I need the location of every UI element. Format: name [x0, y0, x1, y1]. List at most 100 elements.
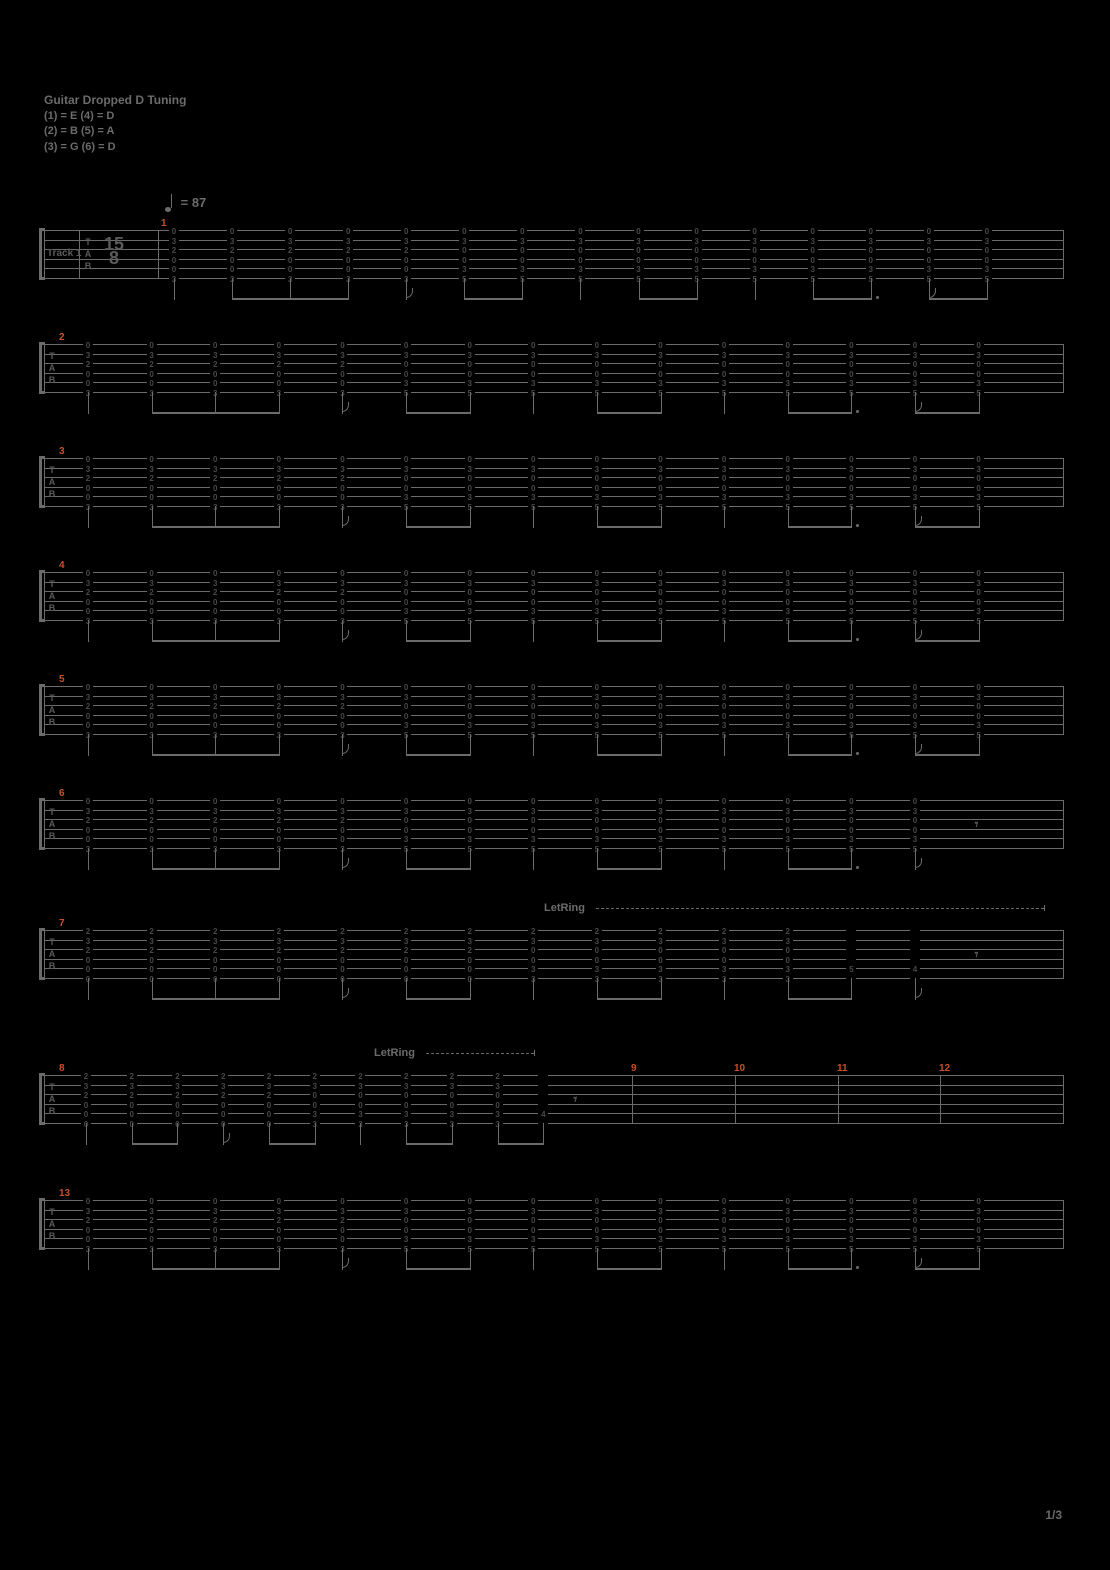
fret-number: 0 — [337, 712, 347, 722]
fret-number: 2 — [465, 927, 475, 937]
fret-number: 3 — [274, 937, 284, 947]
beam — [597, 526, 662, 528]
fret-number: 0 — [465, 702, 475, 712]
tab-clef: TAB — [46, 936, 58, 972]
fret-number: 2 — [343, 246, 353, 256]
staff-line — [44, 240, 1064, 241]
fret-number: 3 — [147, 937, 157, 947]
fret-number: 0 — [210, 797, 220, 807]
fret-column: 030035 — [974, 341, 984, 398]
note-stem — [851, 620, 852, 642]
bar-number: 12 — [939, 1063, 950, 1074]
fret-number: 0 — [147, 721, 157, 731]
fret-number: 2 — [210, 946, 220, 956]
note-stem — [533, 978, 534, 1000]
fret-number: 2 — [81, 1072, 91, 1082]
fret-number: 0 — [337, 341, 347, 351]
fret-number: 0 — [517, 227, 527, 237]
fret-number: 0 — [169, 265, 179, 275]
fret-column: 030035 — [783, 341, 793, 398]
fret-number: 2 — [355, 1072, 365, 1082]
fret-column: 030035 — [982, 227, 992, 284]
fret-column: 030035 — [592, 797, 602, 854]
fret-column: 032003 — [337, 797, 347, 854]
flag — [915, 516, 922, 526]
let-ring-end — [1044, 905, 1045, 911]
fret-number: 3 — [147, 579, 157, 589]
note-stem — [597, 1248, 598, 1270]
fret-number: 0 — [846, 341, 856, 351]
fret-number: 0 — [592, 455, 602, 465]
fret-number: 0 — [401, 341, 411, 351]
fret-number: 0 — [692, 246, 702, 256]
fret-number: 0 — [274, 1226, 284, 1236]
fret-column: 030035 — [592, 341, 602, 398]
fret-column: 030035 — [401, 1197, 411, 1254]
fret-number: 3 — [656, 1235, 666, 1245]
fret-number: 0 — [974, 588, 984, 598]
fret-number: 3 — [528, 965, 538, 975]
fret-number: 2 — [401, 246, 411, 256]
fret-column: 032003 — [274, 683, 284, 740]
fret-column: 030035 — [846, 797, 856, 854]
fret-number: 0 — [656, 816, 666, 826]
note-stem — [979, 392, 980, 414]
fret-number: 4 — [910, 965, 920, 975]
fret-number: 0 — [719, 360, 729, 370]
fret-number: 0 — [575, 246, 585, 256]
barline — [1063, 930, 1064, 978]
fret-number: 3 — [401, 607, 411, 617]
beam — [597, 412, 662, 414]
bar-number: 7 — [59, 918, 65, 929]
fret-number: 3 — [210, 579, 220, 589]
fret-number: 0 — [783, 1216, 793, 1226]
fret-column: 030035 — [656, 569, 666, 626]
fret-number: 0 — [147, 835, 157, 845]
fret-number: 3 — [692, 265, 702, 275]
fret-number: 3 — [465, 493, 475, 503]
fret-number: 0 — [465, 588, 475, 598]
note-stem — [279, 848, 280, 870]
barline — [838, 1075, 839, 1123]
note-stem — [406, 392, 407, 414]
note-stem — [788, 734, 789, 756]
fret-number: 0 — [465, 484, 475, 494]
fret-number: 0 — [656, 598, 666, 608]
fret-number: 2 — [274, 702, 284, 712]
fret-number: 0 — [274, 721, 284, 731]
fret-number: 0 — [337, 721, 347, 731]
fret-number: 0 — [465, 455, 475, 465]
barline — [940, 1075, 941, 1123]
fret-number: 3 — [227, 237, 237, 247]
fret-number: 3 — [634, 265, 644, 275]
fret-number: 0 — [528, 455, 538, 465]
fret-column: 030035 — [910, 341, 920, 398]
fret-number: 2 — [783, 927, 793, 937]
fret-number: 3 — [459, 237, 469, 247]
fret-number: 0 — [910, 569, 920, 579]
fret-number: 0 — [147, 965, 157, 975]
fret-number: 0 — [210, 1226, 220, 1236]
fret-number — [538, 1101, 548, 1111]
fret-number: 2 — [210, 360, 220, 370]
fret-number: 3 — [808, 237, 818, 247]
note-stem — [88, 620, 89, 642]
fret-column: 030035 — [656, 455, 666, 512]
fret-number: 0 — [83, 493, 93, 503]
fret-number: 0 — [783, 797, 793, 807]
fret-number: 3 — [982, 237, 992, 247]
note-stem — [279, 734, 280, 756]
tab-system: TAB3032003032003032003032003032003030035… — [44, 458, 1064, 548]
fret-number: 0 — [210, 484, 220, 494]
note-stem — [470, 392, 471, 414]
fret-number: 0 — [274, 493, 284, 503]
beam — [597, 754, 662, 756]
fret-number: 0 — [910, 1216, 920, 1226]
fret-number: 0 — [465, 341, 475, 351]
fret-number: 0 — [924, 246, 934, 256]
fret-column: 030035 — [974, 569, 984, 626]
fret-number: 0 — [169, 256, 179, 266]
barline — [632, 1075, 633, 1123]
flag — [223, 1133, 230, 1143]
fret-number: 3 — [910, 379, 920, 389]
